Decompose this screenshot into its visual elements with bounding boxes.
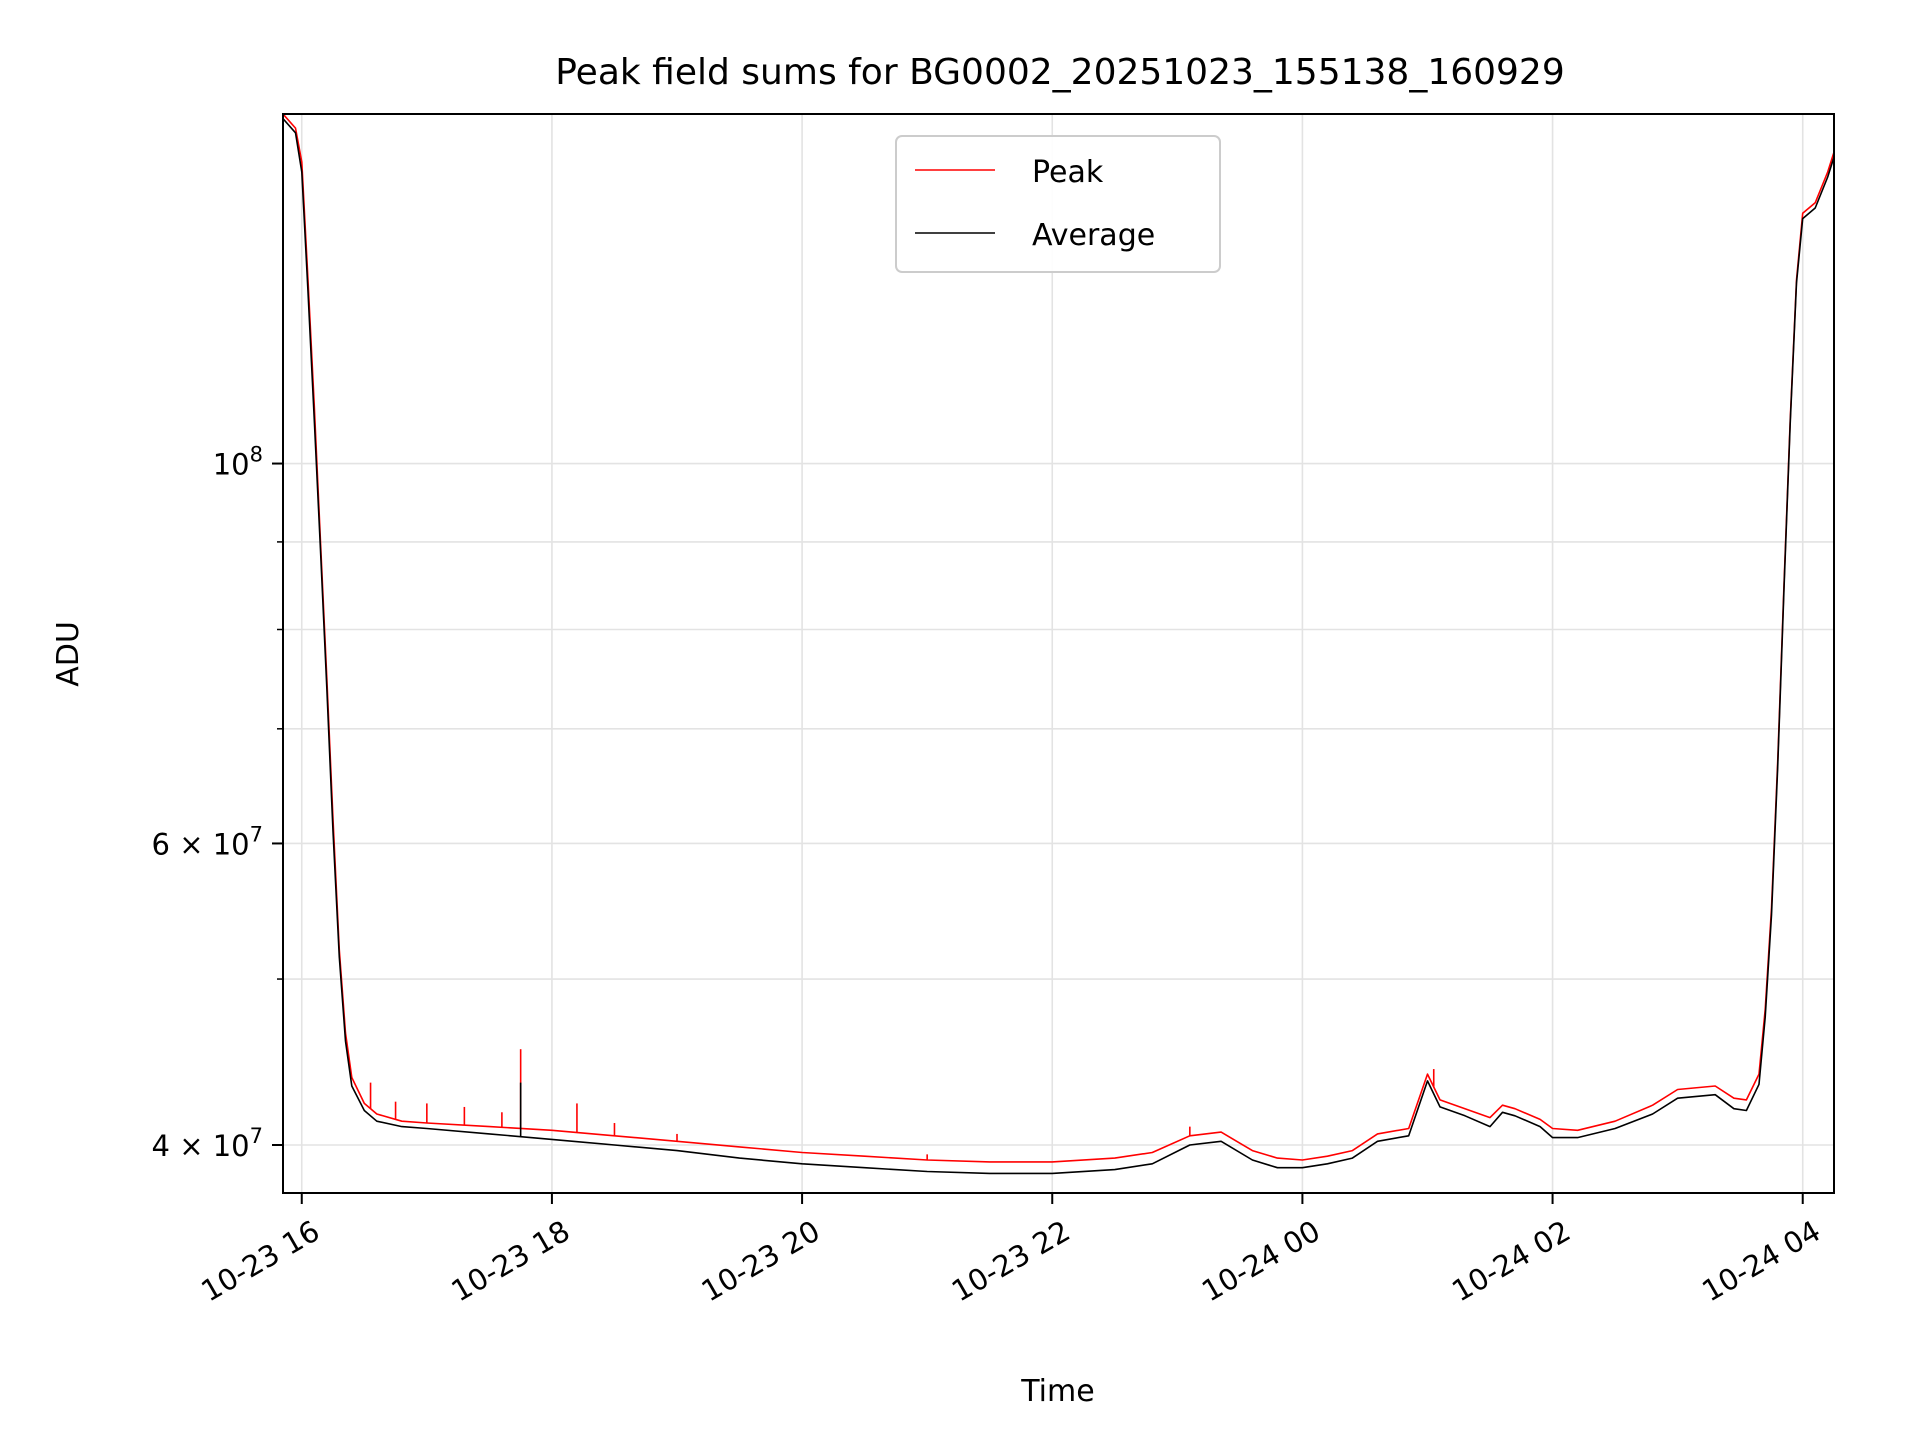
x-tick-label: 10-24 04 [1696,1214,1826,1309]
legend-label-average: Average [1032,218,1155,253]
legend: Peak Average [895,135,1221,273]
x-tick-label: 10-24 00 [1196,1214,1326,1309]
x-tick-label: 10-23 16 [195,1214,325,1309]
legend-label-peak: Peak [1032,155,1104,190]
y-tick-label: 4 × 107 [152,1124,263,1163]
y-tick-label: 6 × 107 [152,822,263,861]
series-line-average [283,118,1834,1175]
plot-frame [282,113,1835,1194]
x-tick-label: 10-23 20 [696,1214,826,1309]
x-tick-label: 10-24 02 [1446,1214,1576,1309]
series-layer [283,114,1834,1175]
x-axis-label: Time [1020,1374,1094,1409]
y-axis-label: ADU [51,621,86,687]
chart-title: Peak field sums for BG0002_20251023_1551… [555,52,1565,93]
x-tick-label: 10-23 18 [446,1214,576,1309]
x-tick-label: 10-23 22 [946,1214,1076,1309]
y-tick-label: 108 [213,443,263,482]
y-axis: 4 × 107 6 × 107 108 [152,443,283,1163]
gridlines [283,114,1834,1193]
x-axis: 10-23 16 10-23 18 10-23 20 10-23 22 10-24 00… [195,1193,1826,1308]
series-line-peak [283,114,1834,1163]
